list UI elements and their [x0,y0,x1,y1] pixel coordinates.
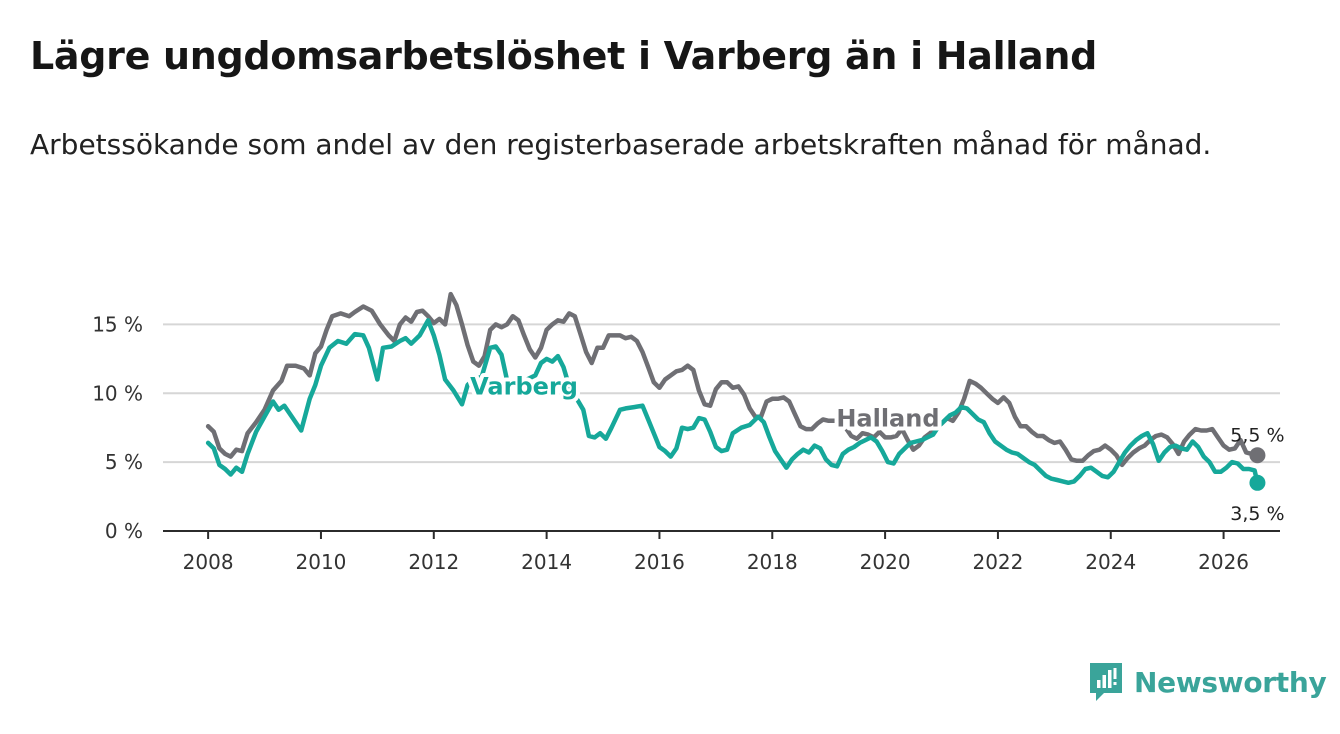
end-value-label-varberg: 3,5 % [1230,503,1284,525]
grid: 0 % 5 % 10 % 15 % [92,312,1280,543]
newsworthy-logo: Newsworthy [1088,660,1327,704]
brand-name: Newsworthy [1134,665,1327,699]
y-tick-label: 10 % [92,381,143,405]
y-tick-label: 5 % [105,450,143,474]
x-tick-label: 2018 [747,550,798,574]
series-label-halland: Halland [836,404,939,432]
end-point-varberg [1249,474,1266,491]
x-tick-label: 2022 [972,550,1023,574]
x-tick-label: 2012 [408,550,459,574]
y-tick-label: 15 % [92,312,143,336]
x-axis: 2008 2010 2012 2014 2016 2018 2020 2022 2024 2026 [163,530,1280,574]
x-tick-label: 2008 [183,550,234,574]
newsworthy-logo-icon [1090,663,1122,701]
x-tick-label: 2016 [634,550,685,574]
line-chart: 0 %5 %10 %15 % 2008 2010 2012 2014 2016 2018 2… [92,291,1285,574]
x-tick-label: 2020 [860,550,911,574]
series-lines [205,291,1260,486]
x-tick-label: 2026 [1198,550,1249,574]
series-line-halland [205,291,1260,468]
series-line-varberg [205,318,1260,486]
chart-title: Lägre ungdomsarbetslöshet i Varberg än i… [30,34,1098,78]
chart-subtitle: Arbetssökande som andel av den registerb… [30,128,1212,161]
series-label-halo: Varberg [470,373,578,401]
end-point-halland [1249,447,1266,464]
end-value-label-halland: 5,5 % [1230,424,1284,446]
x-tick-label: 2024 [1085,550,1136,574]
y-tick-label: 0 % [105,519,143,543]
x-tick-label: 2014 [521,550,572,574]
series-label-halo: Halland [836,404,939,432]
series-label-varberg: Varberg [470,373,578,401]
x-tick-label: 2010 [296,550,347,574]
